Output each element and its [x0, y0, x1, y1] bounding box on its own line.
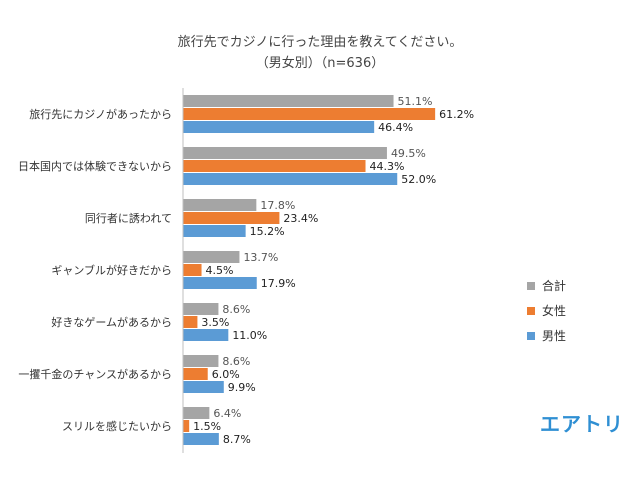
- airtrip-logo: エアトリ: [540, 412, 624, 436]
- data-label: 52.0%: [401, 173, 436, 186]
- data-label: 15.2%: [250, 225, 285, 238]
- data-label: 61.2%: [439, 108, 474, 121]
- bar-total: [183, 199, 257, 211]
- bar-male: [183, 277, 257, 289]
- category-label: ギャンブルが好きだから: [51, 263, 172, 277]
- data-label: 44.3%: [370, 160, 405, 173]
- category-label: 日本国内では体験できないから: [18, 159, 172, 173]
- data-label: 13.7%: [243, 251, 278, 264]
- legend-label: 合計: [542, 278, 566, 293]
- bar-female: [183, 316, 198, 328]
- bar-female: [183, 368, 208, 380]
- data-label: 6.0%: [212, 368, 240, 381]
- legend-swatch: [527, 307, 535, 315]
- bar-male: [183, 329, 229, 341]
- category-label: スリルを感じたいから: [62, 420, 172, 433]
- data-label: 3.5%: [201, 316, 229, 329]
- bar-female: [183, 264, 202, 276]
- data-label: 8.7%: [223, 433, 251, 446]
- bar-total: [183, 251, 240, 263]
- data-label: 17.9%: [261, 277, 296, 290]
- chart-title: 旅行先でカジノに行った理由を教えてください。: [177, 35, 463, 50]
- data-label: 46.4%: [378, 121, 413, 134]
- bar-male: [183, 225, 246, 237]
- chart-subtitle: （男女別）（n=636）: [255, 56, 385, 71]
- data-label: 23.4%: [283, 212, 318, 225]
- category-label: 同行者に誘われて: [85, 212, 172, 225]
- legend-swatch: [527, 282, 535, 290]
- bar-total: [183, 147, 387, 159]
- bar-female: [183, 160, 366, 172]
- bar-total: [183, 407, 210, 419]
- data-label: 11.0%: [232, 329, 267, 342]
- data-label: 17.8%: [260, 199, 295, 212]
- bar-female: [183, 212, 280, 224]
- data-label: 51.1%: [398, 95, 433, 108]
- bar-male: [183, 173, 398, 185]
- bar-total: [183, 303, 219, 315]
- data-label: 8.6%: [222, 355, 250, 368]
- data-label: 9.9%: [228, 381, 256, 394]
- category-label: 好きなゲームがあるから: [51, 315, 172, 329]
- category-label: 一攫千金のチャンスがあるから: [18, 367, 172, 381]
- bar-total: [183, 355, 219, 367]
- data-label: 8.6%: [222, 303, 250, 316]
- bar-female: [183, 420, 190, 432]
- data-label: 4.5%: [206, 264, 234, 277]
- data-label: 6.4%: [213, 407, 241, 420]
- category-label: 旅行先にカジノがあったから: [29, 107, 172, 121]
- bar-male: [183, 433, 219, 445]
- bar-male: [183, 121, 375, 133]
- legend-label: 女性: [542, 303, 566, 318]
- bar-total: [183, 95, 394, 107]
- legend-label: 男性: [542, 329, 566, 343]
- data-label: 49.5%: [391, 147, 426, 160]
- bar-male: [183, 381, 224, 393]
- data-label: 1.5%: [193, 420, 221, 433]
- legend-swatch: [527, 332, 535, 340]
- bar-female: [183, 108, 436, 120]
